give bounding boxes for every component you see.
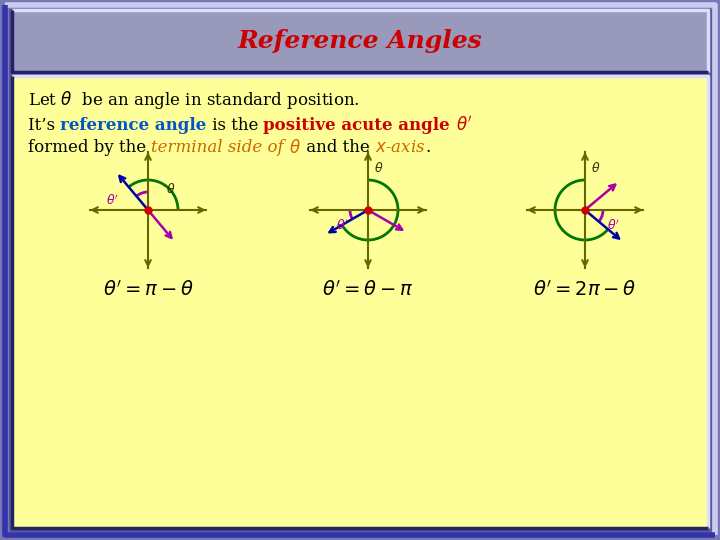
Text: $\theta' = 2\pi - \theta$: $\theta' = 2\pi - \theta$ — [534, 280, 636, 300]
Text: positive acute angle: positive acute angle — [264, 117, 456, 133]
Text: $\theta$: $\theta$ — [374, 161, 384, 175]
Text: Reference Angles: Reference Angles — [238, 29, 482, 53]
Text: $\theta' = \pi - \theta$: $\theta' = \pi - \theta$ — [102, 280, 194, 300]
Text: $\theta'$: $\theta'$ — [106, 193, 119, 208]
Text: formed by the: formed by the — [28, 139, 151, 157]
Text: reference angle: reference angle — [60, 117, 207, 133]
Text: $\theta$: $\theta$ — [289, 139, 301, 157]
Text: $x$-axis: $x$-axis — [375, 139, 426, 157]
Text: is the: is the — [207, 117, 264, 133]
Text: .: . — [426, 139, 431, 157]
Text: $\theta$: $\theta$ — [591, 161, 600, 175]
Bar — [12, 10, 708, 72]
Bar — [12, 76, 708, 528]
Text: $\theta$: $\theta$ — [166, 182, 176, 196]
Text: $\theta'$: $\theta'$ — [336, 219, 349, 233]
Text: It’s: It’s — [28, 117, 60, 133]
Text: Let $\theta$  be an angle in standard position.: Let $\theta$ be an angle in standard pos… — [28, 89, 359, 111]
Text: terminal side of: terminal side of — [151, 139, 289, 157]
Text: $\theta' = \theta - \pi$: $\theta' = \theta - \pi$ — [323, 280, 414, 300]
Text: and the: and the — [301, 139, 375, 157]
Text: $\theta'$: $\theta'$ — [607, 219, 620, 233]
Text: $\theta'$: $\theta'$ — [456, 116, 472, 134]
